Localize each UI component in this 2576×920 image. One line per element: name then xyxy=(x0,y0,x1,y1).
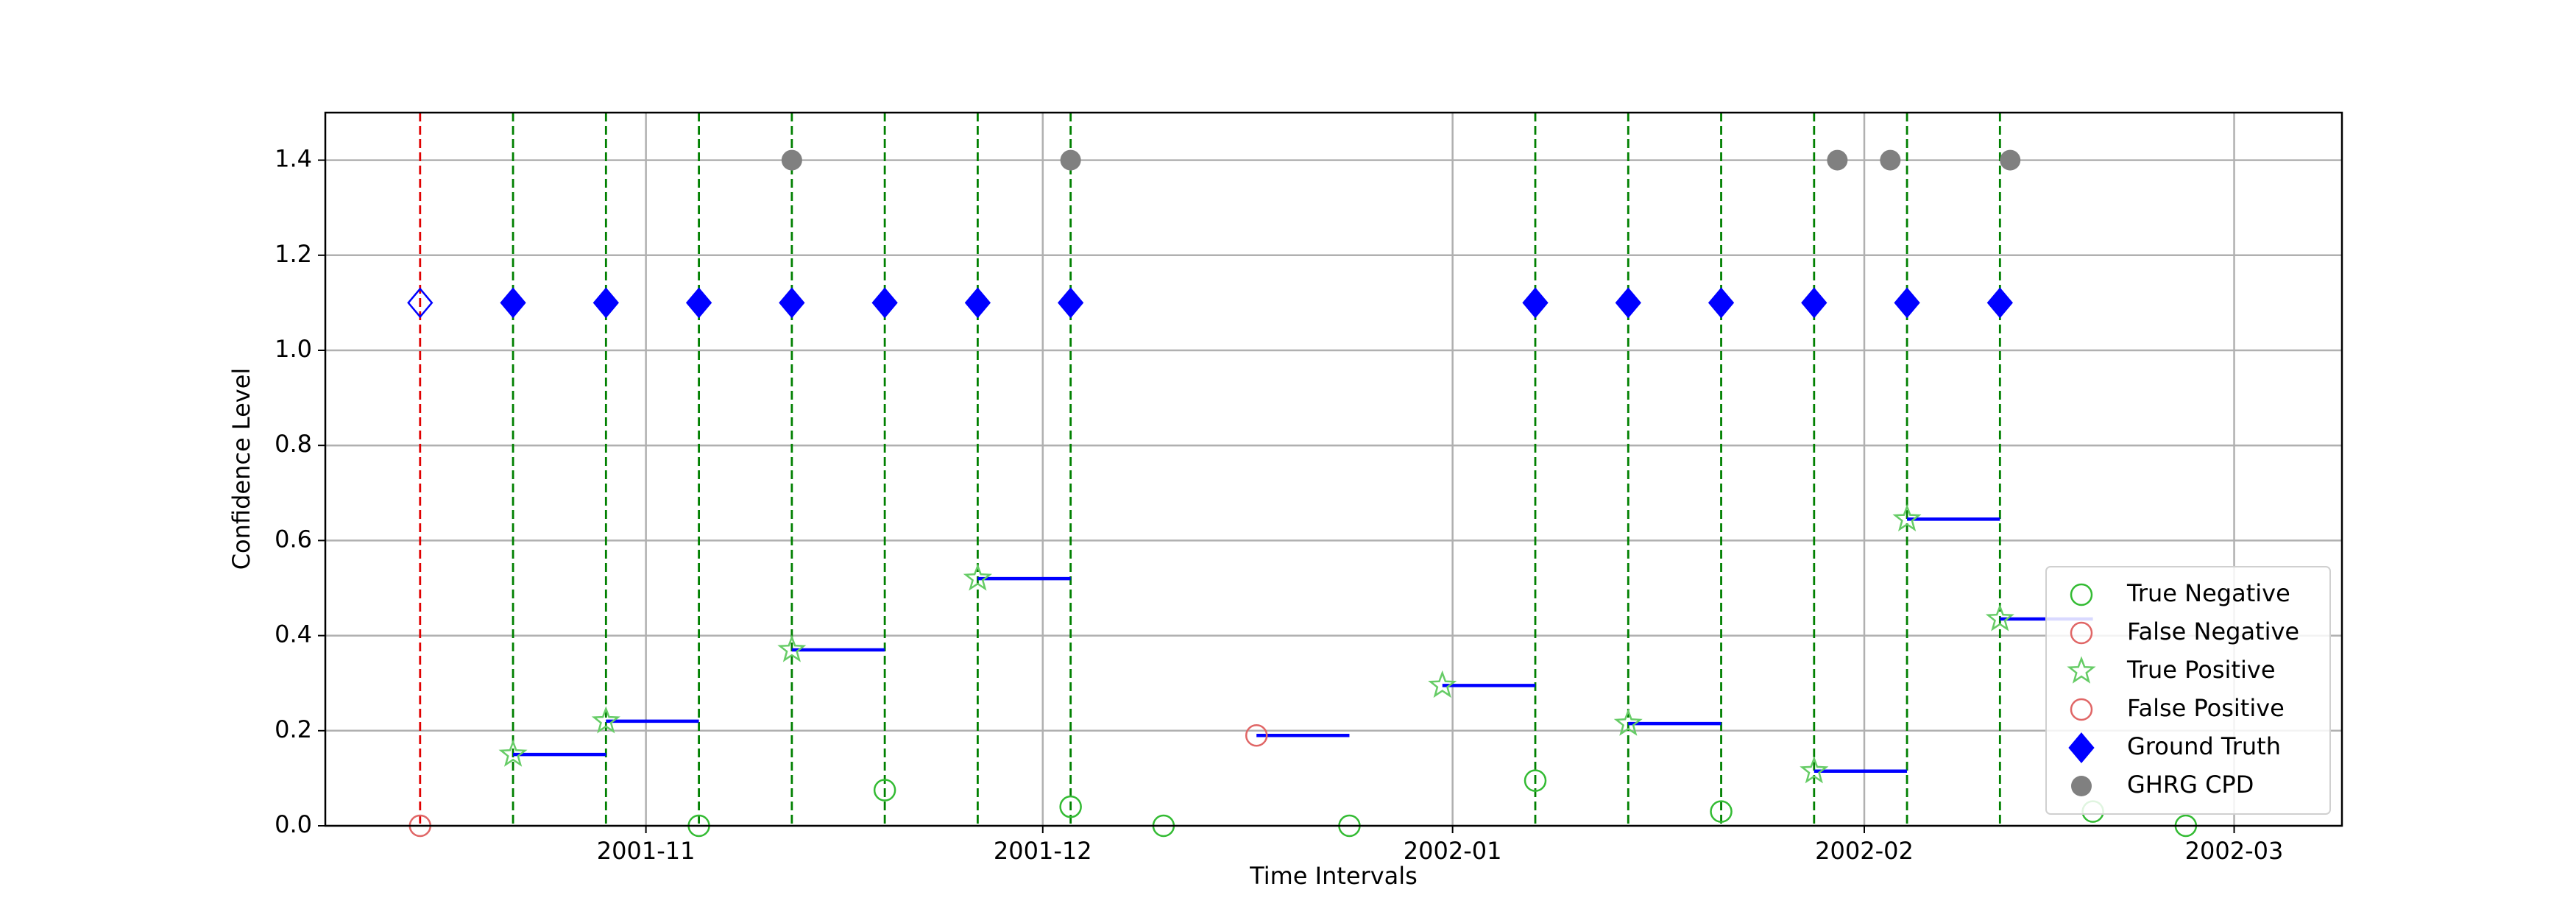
point xyxy=(873,779,896,802)
y-axis-label: Confidence Level xyxy=(227,368,255,570)
point xyxy=(1986,287,2013,319)
legend-box xyxy=(2045,566,2331,815)
point xyxy=(1892,503,1922,531)
point xyxy=(1894,287,1920,319)
y-tick-label: 1.0 xyxy=(275,335,312,363)
x-tick-label: 2002-03 xyxy=(2185,837,2284,865)
legend-marker xyxy=(2070,698,2093,721)
point xyxy=(1710,800,1733,823)
y-tick-label: 1.4 xyxy=(275,145,312,173)
point xyxy=(1522,287,1549,319)
point xyxy=(963,563,992,591)
point xyxy=(871,287,898,319)
y-tick-label: 1.2 xyxy=(275,240,312,268)
point xyxy=(500,287,526,319)
point xyxy=(777,634,807,662)
point xyxy=(964,287,991,319)
y-tick-label: 0.2 xyxy=(275,715,312,743)
legend-label: GHRG CPD xyxy=(2127,771,2254,799)
legend: True Negative False Negative True Positive… xyxy=(2045,566,2331,815)
point xyxy=(781,149,802,171)
point xyxy=(592,287,619,319)
point xyxy=(1613,708,1643,736)
point xyxy=(1880,149,1901,171)
point xyxy=(498,739,528,767)
point xyxy=(1245,724,1268,747)
legend-label: Ground Truth xyxy=(2127,732,2281,760)
y-tick-label: 0.0 xyxy=(275,810,312,838)
legend-label: False Negative xyxy=(2127,618,2299,645)
x-axis-label: Time Intervals xyxy=(1249,862,1418,890)
legend-label: True Negative xyxy=(2126,579,2290,607)
point xyxy=(1524,769,1547,792)
point xyxy=(407,287,434,319)
point xyxy=(1428,670,1457,698)
point xyxy=(779,287,805,319)
point xyxy=(1827,149,1848,171)
point xyxy=(1800,756,1829,784)
legend-marker xyxy=(2071,776,2092,796)
legend-label: True Positive xyxy=(2126,656,2276,684)
legend-label: False Positive xyxy=(2127,694,2285,722)
point xyxy=(591,706,620,734)
point xyxy=(1985,604,2014,631)
y-tick-label: 0.4 xyxy=(275,620,312,648)
point xyxy=(1059,795,1082,818)
y-tick-label: 0.6 xyxy=(275,525,312,553)
axes-frame xyxy=(324,111,2343,827)
y-tick-label: 0.8 xyxy=(275,430,312,458)
x-tick-label: 2001-12 xyxy=(994,837,1092,865)
point xyxy=(1708,287,1735,319)
x-tick-label: 2001-11 xyxy=(597,837,696,865)
point xyxy=(1615,287,1641,319)
x-tick-label: 2002-02 xyxy=(1815,837,1914,865)
point xyxy=(685,287,712,319)
point xyxy=(1060,149,1081,171)
legend-marker xyxy=(2070,583,2093,606)
point xyxy=(1801,287,1827,319)
legend-marker xyxy=(2068,732,2095,763)
point xyxy=(2000,149,2021,171)
x-tick-label: 2002-01 xyxy=(1404,837,1502,865)
point xyxy=(1058,287,1084,319)
legend-marker xyxy=(2070,621,2093,645)
legend-marker xyxy=(2067,656,2096,684)
